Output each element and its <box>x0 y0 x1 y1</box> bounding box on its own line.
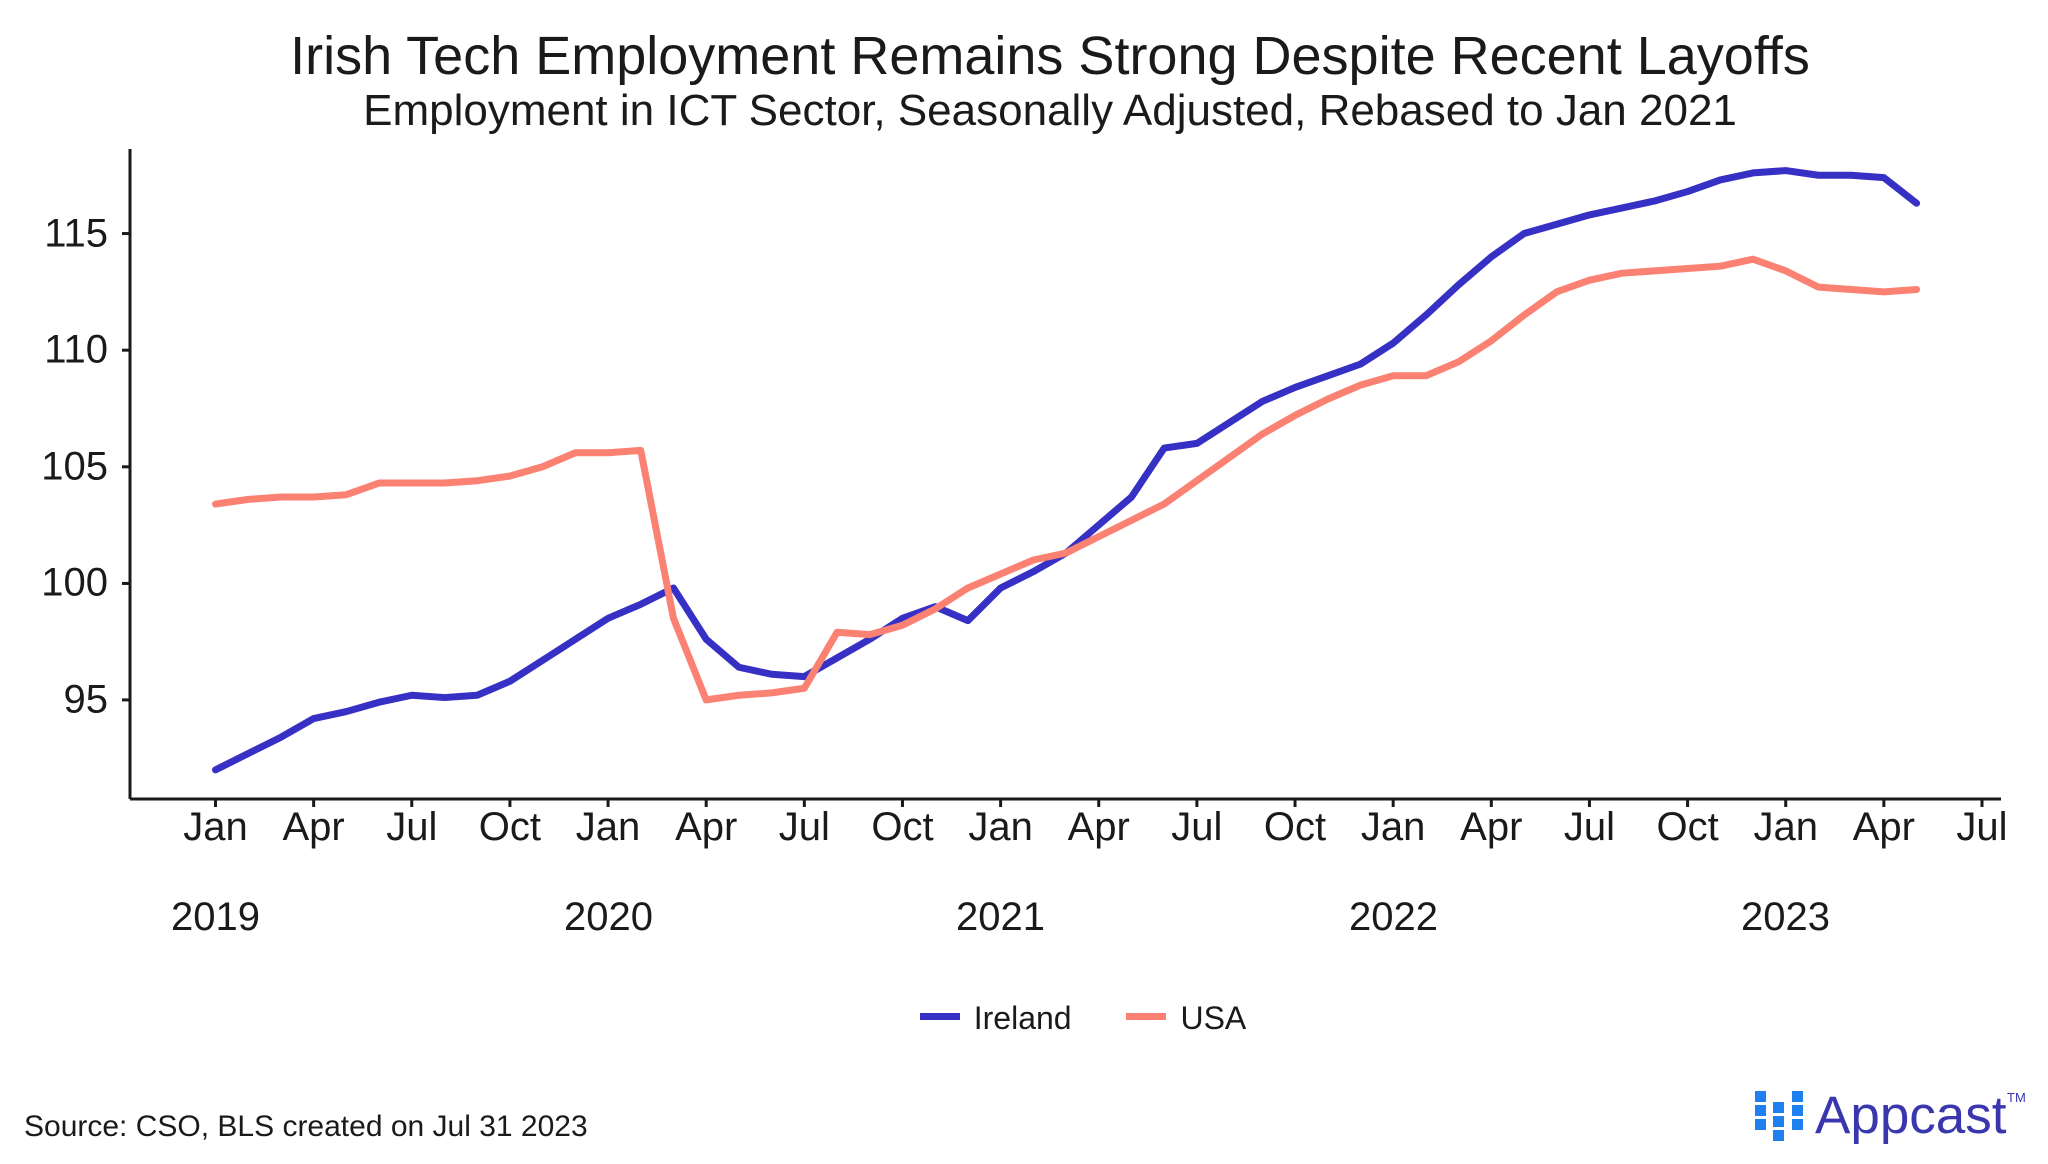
svg-text:TM: TM <box>2007 1091 2026 1105</box>
svg-text:Appcast: Appcast <box>1815 1091 2007 1145</box>
